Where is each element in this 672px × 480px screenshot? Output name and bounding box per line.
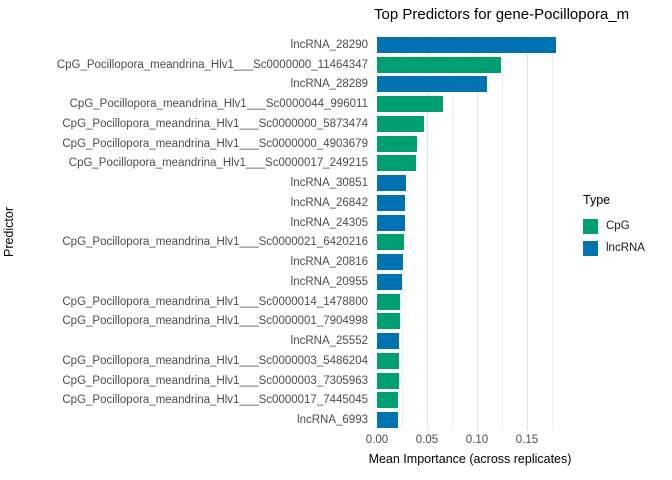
bar-lncRNA_20955 — [377, 273, 402, 290]
y-tick-label: lncRNA_25552 — [290, 335, 368, 348]
bar-row — [374, 331, 566, 351]
y-tick-label: CpG_Pocillopora_meandrina_Hlv1___Sc00000… — [62, 295, 368, 308]
gridline-major — [527, 35, 528, 430]
bar-CpG_Pocillopora_meandrina_Hlv1___Sc0000000_11464347 — [377, 56, 501, 73]
bar-CpG_Pocillopora_meandrina_Hlv1___Sc0000003_5486204 — [377, 352, 399, 369]
x-tick-label: 0.10 — [465, 434, 489, 446]
legend-label: lncRNA — [606, 242, 645, 254]
bar-CpG_Pocillopora_meandrina_Hlv1___Sc0000017_249215 — [377, 155, 416, 172]
gridline-major — [477, 35, 478, 430]
bar-row — [374, 272, 566, 292]
legend-label: CpG — [606, 220, 630, 232]
y-tick-label: CpG_Pocillopora_meandrina_Hlv1___Sc00000… — [62, 354, 368, 367]
y-tick-label: CpG_Pocillopora_meandrina_Hlv1___Sc00000… — [69, 98, 368, 111]
bars-container — [374, 35, 566, 430]
bar-lncRNA_26842 — [377, 194, 405, 211]
y-tick-label: CpG_Pocillopora_meandrina_Hlv1___Sc00000… — [62, 236, 368, 249]
bar-row — [374, 213, 566, 233]
bar-row — [374, 75, 566, 95]
bar-lncRNA_30851 — [377, 175, 406, 192]
bar-row — [374, 94, 566, 114]
bar-lncRNA_25552 — [377, 333, 399, 350]
y-tick-label: CpG_Pocillopora_meandrina_Hlv1___Sc00000… — [62, 315, 368, 328]
y-tick-label: lncRNA_26842 — [290, 196, 368, 209]
bar-row — [374, 371, 566, 391]
bar-row — [374, 233, 566, 253]
bar-lncRNA_6993 — [377, 412, 398, 429]
bar-CpG_Pocillopora_meandrina_Hlv1___Sc0000014_1478800 — [377, 293, 400, 310]
chart-title: Top Predictors for gene-Pocillopora_m — [374, 6, 630, 23]
y-tick-label: CpG_Pocillopora_meandrina_Hlv1___Sc00000… — [62, 137, 368, 150]
x-tick-label: 0.00 — [365, 434, 389, 446]
y-tick-label: lncRNA_20816 — [290, 256, 368, 269]
bar-row — [374, 154, 566, 174]
bar-row — [374, 55, 566, 75]
y-tick-label: lncRNA_20955 — [290, 275, 368, 288]
y-tick-label: CpG_Pocillopora_meandrina_Hlv1___Sc00000… — [68, 157, 368, 170]
y-tick-label: lncRNA_28289 — [290, 78, 368, 91]
bar-CpG_Pocillopora_meandrina_Hlv1___Sc0000017_7445045 — [377, 392, 398, 409]
legend-item-CpG: CpG — [583, 215, 645, 237]
y-tick-label: lncRNA_24305 — [290, 216, 368, 229]
gridline-minor — [552, 35, 553, 430]
bar-CpG_Pocillopora_meandrina_Hlv1___Sc0000044_996011 — [377, 96, 443, 113]
y-axis-title: Predictor — [2, 206, 16, 258]
legend-item-lncRNA: lncRNA — [583, 237, 645, 259]
legend: Type CpG lncRNA — [583, 193, 645, 259]
y-tick-label: CpG_Pocillopora_meandrina_Hlv1___Sc00000… — [56, 58, 368, 71]
plot-panel — [374, 35, 566, 430]
legend-items: CpG lncRNA — [583, 215, 645, 259]
bar-row — [374, 410, 566, 430]
gridline-minor — [402, 35, 403, 430]
bar-lncRNA_24305 — [377, 214, 405, 231]
bar-row — [374, 252, 566, 272]
gridline-minor — [502, 35, 503, 430]
bar-row — [374, 134, 566, 154]
x-tick-label: 0.15 — [515, 434, 539, 446]
y-tick-label: lncRNA_6993 — [297, 414, 368, 427]
bar-row — [374, 391, 566, 411]
bar-row — [374, 312, 566, 332]
bar-CpG_Pocillopora_meandrina_Hlv1___Sc0000000_5873474 — [377, 115, 424, 132]
legend-swatch-icon — [583, 218, 598, 234]
bar-row — [374, 173, 566, 193]
bar-row — [374, 114, 566, 134]
x-tick-label: 0.05 — [415, 434, 439, 446]
bar-CpG_Pocillopora_meandrina_Hlv1___Sc0000000_4903679 — [377, 135, 417, 152]
bar-CpG_Pocillopora_meandrina_Hlv1___Sc0000021_6420216 — [377, 234, 404, 251]
bar-lncRNA_28290 — [377, 36, 556, 53]
y-tick-label: CpG_Pocillopora_meandrina_Hlv1___Sc00000… — [62, 394, 368, 407]
y-axis-tick-labels: lncRNA_28290 CpG_Pocillopora_meandrina_Hl… — [0, 35, 368, 430]
legend-title: Type — [583, 193, 611, 207]
bar-row — [374, 193, 566, 213]
bar-row — [374, 35, 566, 55]
y-tick-label: lncRNA_30851 — [290, 177, 368, 190]
gridline-minor — [452, 35, 453, 430]
legend-swatch-icon — [583, 240, 598, 256]
bar-CpG_Pocillopora_meandrina_Hlv1___Sc0000001_7904998 — [377, 313, 400, 330]
x-axis-title: Mean Importance (across replicates) — [368, 452, 572, 466]
y-tick-label: CpG_Pocillopora_meandrina_Hlv1___Sc00000… — [62, 374, 368, 387]
bar-CpG_Pocillopora_meandrina_Hlv1___Sc0000003_7305963 — [377, 372, 399, 389]
bar-lncRNA_28289 — [377, 76, 487, 93]
bar-row — [374, 351, 566, 371]
bar-lncRNA_20816 — [377, 254, 403, 271]
y-tick-label: CpG_Pocillopora_meandrina_Hlv1___Sc00000… — [62, 117, 368, 130]
y-tick-label: lncRNA_28290 — [290, 38, 368, 51]
bar-row — [374, 292, 566, 312]
gridline-major — [427, 35, 428, 430]
